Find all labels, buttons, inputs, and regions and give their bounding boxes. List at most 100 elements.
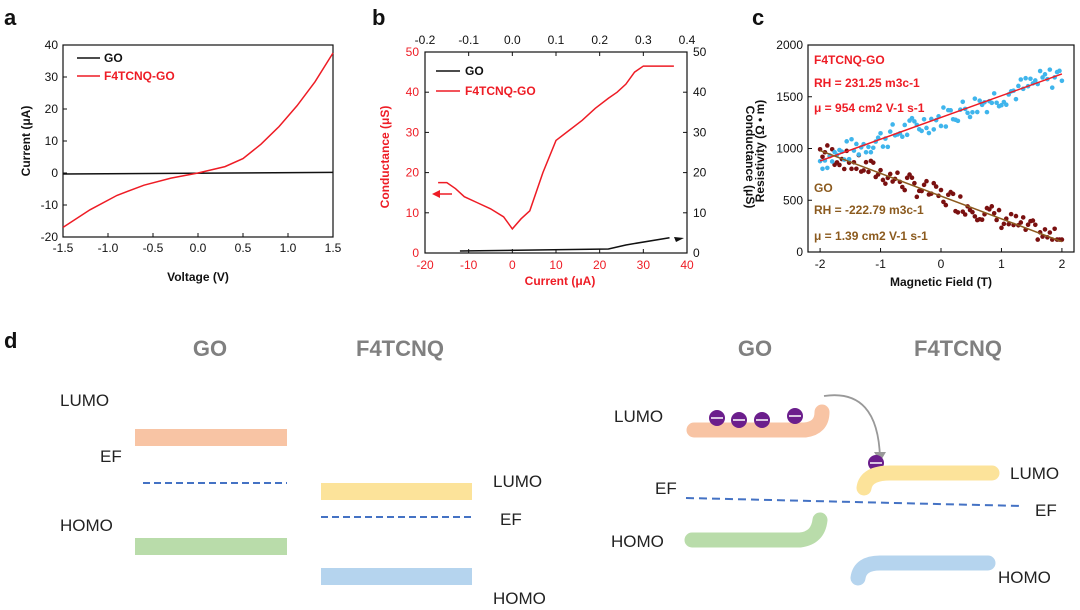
chart-c-point-f4tcnq-go [890,122,895,127]
chart-c-point-f4tcnq-go [1023,75,1028,81]
panel-letter-d: d [4,328,17,353]
d-left-go-homo-label: HOMO [60,516,113,535]
chart-c-point-f4tcnq-go [938,123,944,129]
chart-c-point-go [849,166,854,172]
chart-c-point-go [1042,227,1048,232]
chart-c-point-go [1030,218,1036,223]
chart-b-xlabel: Current (μA) [525,274,596,288]
chart-c-point-f4tcnq-go [999,102,1004,108]
chart-c-ytick-label: 1000 [776,142,803,156]
d-right-f4-homo-label: HOMO [998,568,1051,587]
chart-c-xtick-label: -1 [875,257,886,271]
chart-c-fit-f4tcnq-go [819,73,1063,162]
chart-c-point-f4tcnq-go [943,124,949,129]
chart-c-point-f4tcnq-go [1016,83,1021,89]
chart-c-point-go [825,143,830,148]
d-right-go-homo-band [684,512,828,548]
chart-a-ytick-label: 40 [45,38,59,52]
electron-icon [787,408,803,424]
chart-c-ytick-label: 2000 [776,38,803,52]
chart-c-point-go [861,168,866,173]
chart-c-point-go [1013,213,1019,219]
chart-b-ytick-right-label: 20 [693,166,707,180]
chart-c-point-go [938,187,944,193]
chart-c-point-go [989,204,995,209]
chart-c-point-go [979,217,985,222]
electron-icon [709,410,725,426]
chart-c-point-f4tcnq-go [870,145,876,151]
d-right-f4-homo-band [850,555,996,586]
panel-letter-c: c [752,5,764,30]
chart-c-point-go [931,180,937,186]
chart-a-xtick-label: -0.5 [143,241,164,255]
chart-c-point-f4tcnq-go [863,149,869,155]
chart-c-point-go [970,209,975,215]
chart-b-legend-go: GO [465,64,484,78]
chart-c-point-go [887,171,893,177]
d-left-go-title: GO [193,336,227,361]
chart-c-point-f4tcnq-go [970,109,975,115]
electron-icon [754,412,770,428]
band-diagram-before: GO F4TCNQ LUMO EF HOMO LUMO EF HOMO [60,336,546,608]
electron-icon [731,412,747,428]
chart-b-ytick-right-label: 10 [693,206,707,220]
chart-c-point-f4tcnq-go [820,166,825,172]
chart-c-point-go [941,199,946,205]
d-right-f4-lumo-band [856,465,1000,496]
chart-c-point-f4tcnq-go [885,144,891,150]
chart-b-xtick-label: 0 [509,258,516,272]
chart-c-point-go [972,214,978,219]
chart-b-ytick-left-label: 10 [406,206,420,220]
chart-c-point-f4tcnq-go [854,141,859,147]
chart-a-ytick-label: 30 [45,70,59,84]
chart-c-point-f4tcnq-go [912,119,917,124]
d-right-ef-line [685,497,1023,507]
chart-c-point-f4tcnq-go [856,152,862,157]
chart-c-point-f4tcnq-go [977,98,982,104]
chart-a-xtick-label: 1.5 [325,241,342,255]
chart-c-point-go [1018,220,1024,225]
chart-c-fit-go [819,149,1063,243]
chart-c-point-f4tcnq-go [994,100,999,106]
d-right-f4-lumo-label: LUMO [1010,464,1059,483]
chart-c-point-go [880,177,886,183]
chart-b-top-xtick-label: -0.2 [415,33,436,47]
chart-c-point-go [837,162,842,168]
chart-c-point-go [841,166,847,172]
chart-c-point-go [902,187,908,193]
chart-a-xtick-label: 1.0 [280,241,297,255]
chart-b-ytick-right-label: 40 [693,85,707,99]
chart-c-point-go [999,225,1004,231]
chart-c-point-f4tcnq-go [1057,68,1062,74]
chart-c-point-f4tcnq-go [1047,67,1053,72]
chart-a-xtick-label: -1.0 [98,241,119,255]
chart-c-point-f4tcnq-go [991,91,997,96]
chart-c-point-f4tcnq-go [829,159,835,164]
chart-c-point-go [1052,226,1057,232]
chart-c-xtick-label: 2 [1059,257,1066,271]
chart-c-point-go [863,159,869,165]
chart-c-point-go [914,194,920,200]
d-left-f4-lumo-bar [321,483,472,500]
chart-b-ytick-left-label: 20 [406,166,420,180]
chart-c-ytick-label: 500 [783,193,803,207]
chart-c-point-f4tcnq-go [931,127,937,132]
chart-a-ytick-label: -20 [41,230,59,244]
chart-c-point-f4tcnq-go [960,99,966,105]
chart-b-ytick-left-label: 30 [406,125,420,139]
chart-c-ytick-label: 1500 [776,90,803,104]
d-left-f4-ef-label: EF [500,510,522,529]
chart-c-point-go [991,210,997,216]
chart-b-xtick-label: -20 [416,258,434,272]
chart-c-point-go [895,170,900,176]
chart-c-point-go [912,180,917,186]
d-left-go-lumo-label: LUMO [60,391,109,410]
chart-c-point-f4tcnq-go [825,165,830,171]
chart-c-point-f4tcnq-go [900,134,905,140]
chart-c-point-go [950,191,956,197]
chart-b-ytick-right-label: 30 [693,125,707,139]
chart-a-series-f4tcnq-go [62,52,334,229]
chart-c-point-go [1001,221,1007,227]
d-left-f4-lumo-label: LUMO [493,472,542,491]
